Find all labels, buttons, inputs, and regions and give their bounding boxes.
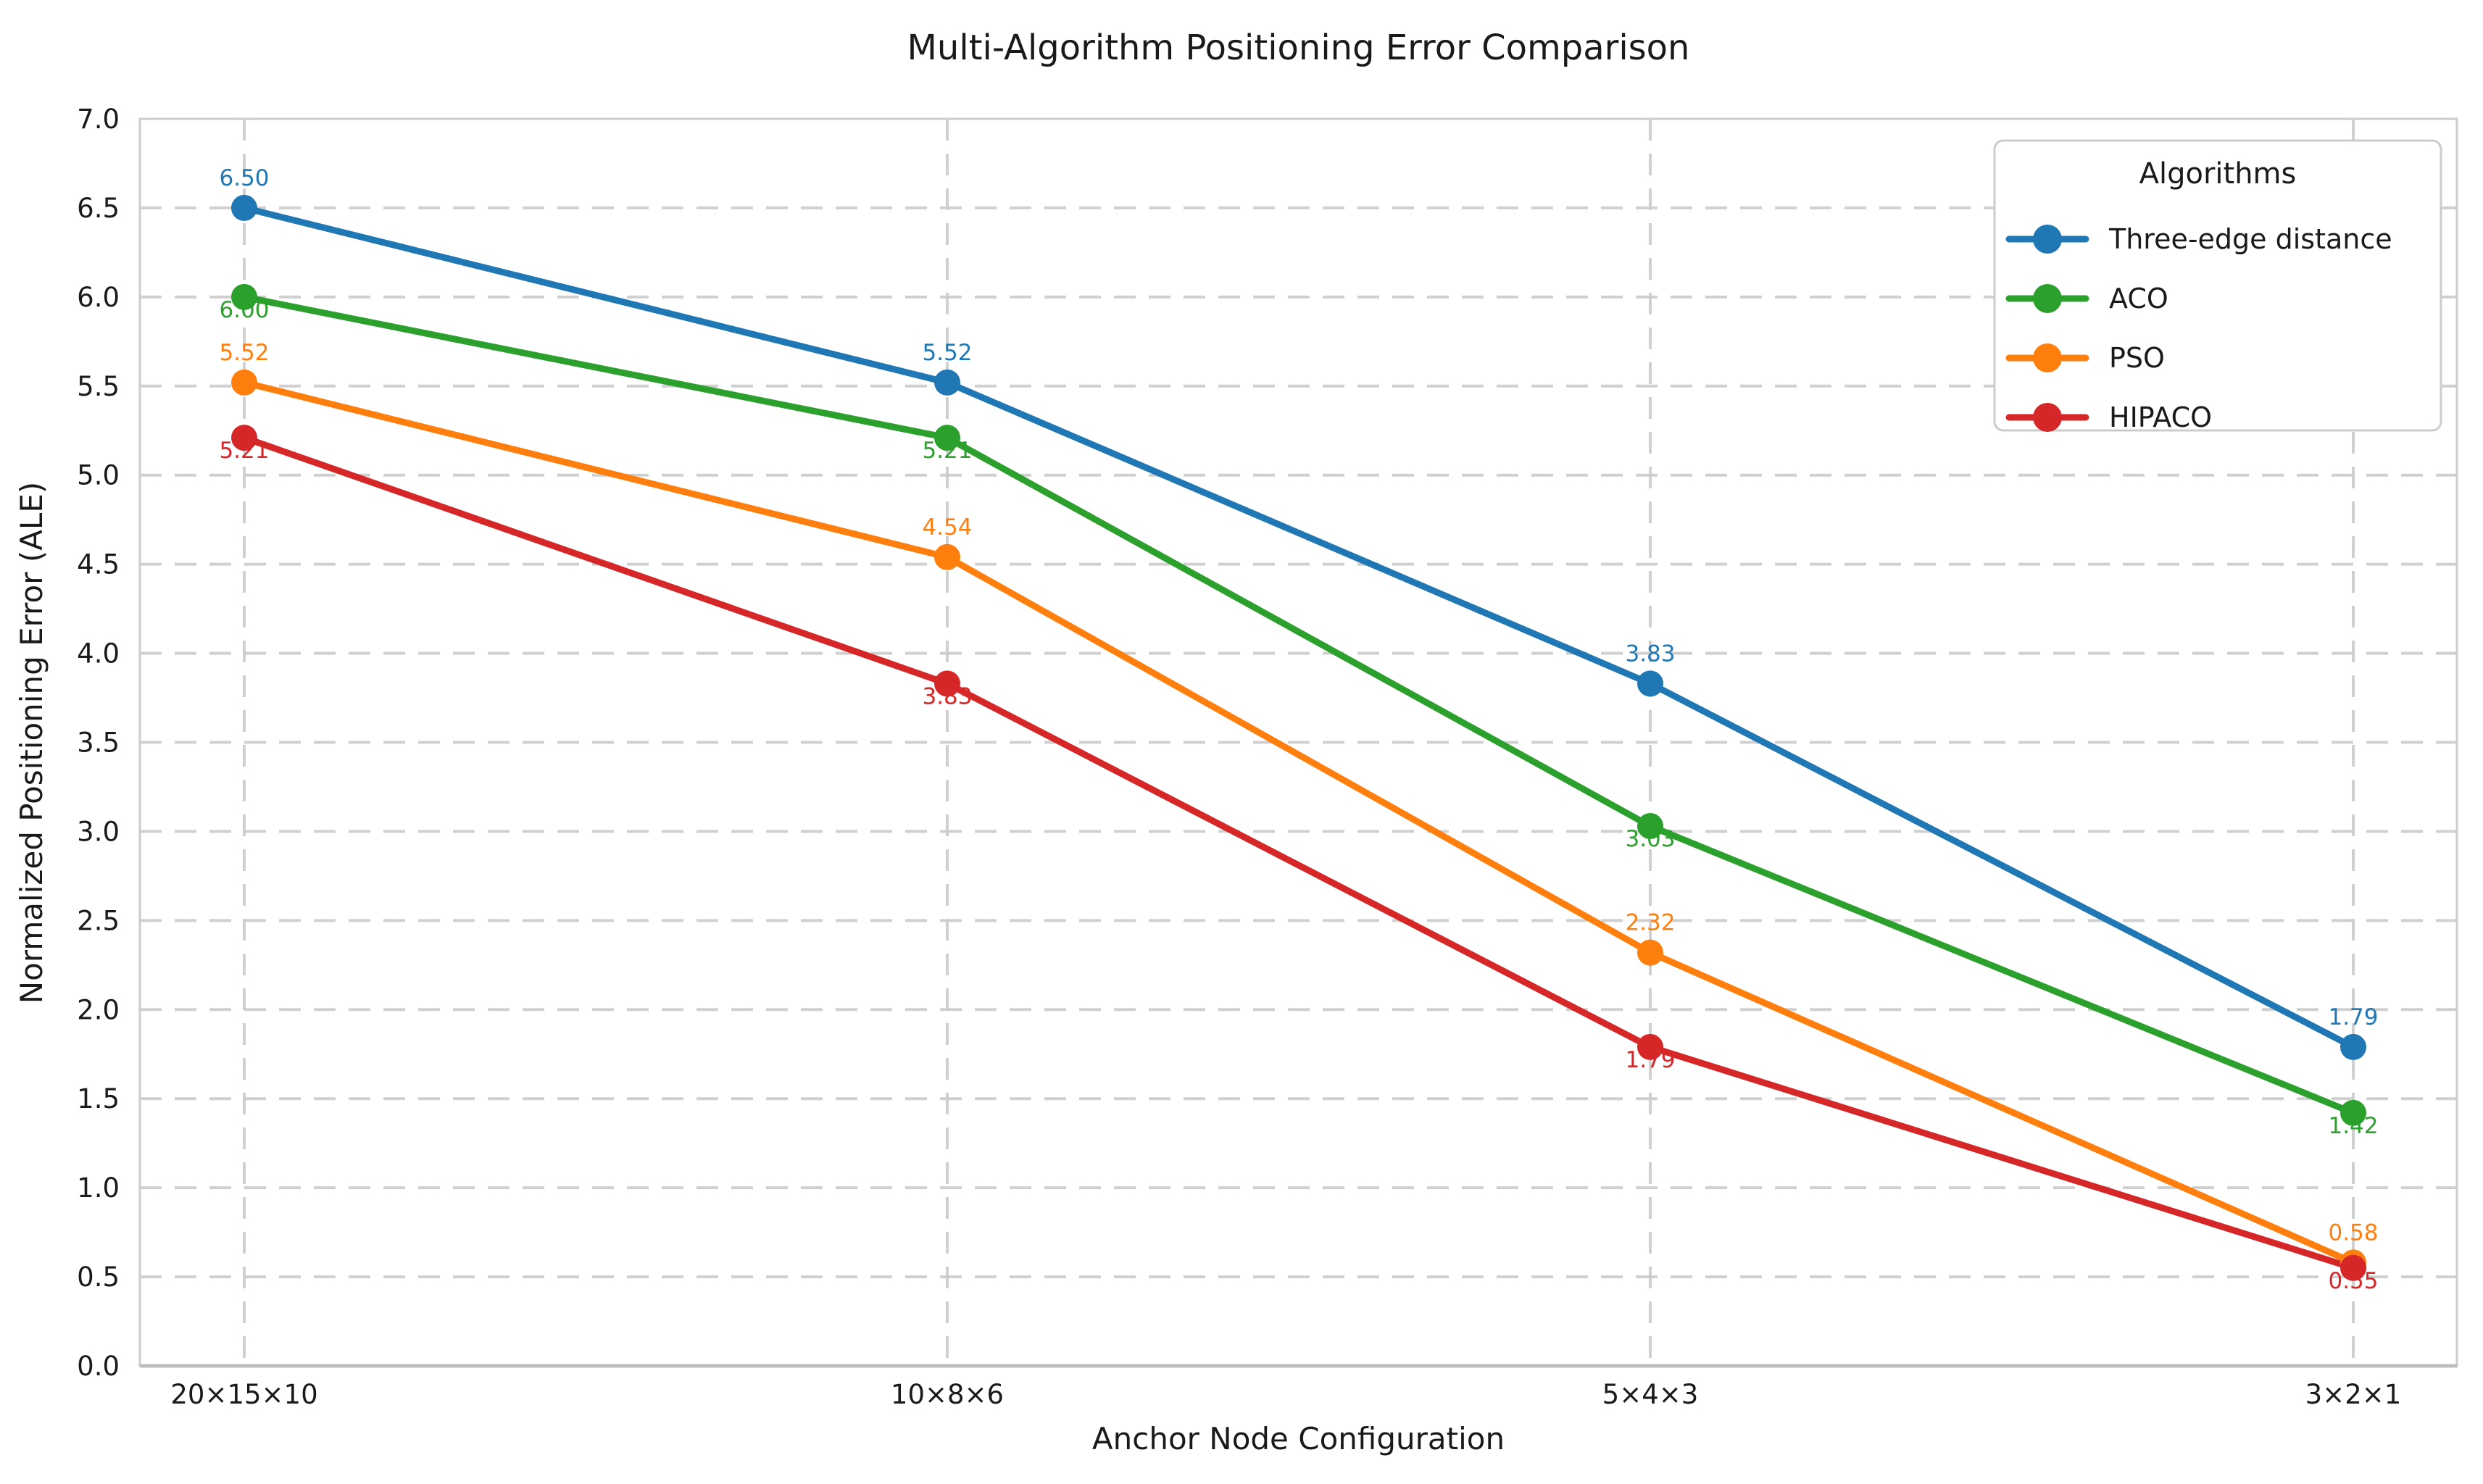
x-tick-label-3: 3×2×1 [2305,1379,2402,1410]
data-point-0-3 [2340,1033,2366,1060]
legend-marker-3 [2033,403,2062,432]
legend-item-label-0: Three-edge distance [2108,223,2392,255]
data-point-label-0-1: 5.52 [922,340,972,366]
data-point-2-0 [231,369,257,396]
data-point-label-2-0: 5.52 [219,340,269,366]
legend-marker-1 [2033,284,2062,313]
legend-marker-2 [2033,343,2062,372]
data-point-2-2 [1637,939,1663,966]
legend-title: Algorithms [2139,157,2297,191]
data-point-1-1 [934,425,960,451]
y-tick-label-6.5: 6.5 [77,193,120,224]
data-point-3-1 [934,670,960,697]
data-point-1-2 [1637,813,1663,840]
data-point-1-0 [231,283,257,310]
y-tick-label-4.0: 4.0 [77,638,120,670]
y-tick-label-5.5: 5.5 [77,371,120,402]
y-tick-label-7.0: 7.0 [77,104,120,135]
data-point-0-0 [231,194,257,221]
legend-item-label-2: PSO [2109,342,2165,374]
y-tick-label-5.0: 5.0 [77,460,120,491]
data-point-3-2 [1637,1033,1663,1060]
legend-item-label-1: ACO [2109,283,2168,314]
x-tick-label-1: 10×8×6 [891,1379,1004,1410]
legend-item-label-3: HIPACO [2109,401,2212,433]
y-axis-label: Normalized Positioning Error (ALE) [14,482,49,1004]
data-point-0-1 [934,369,960,396]
y-tick-label-3.5: 3.5 [77,728,120,759]
data-point-label-0-2: 3.83 [1625,641,1675,667]
series-line-hipaco [241,434,2357,1272]
y-tick-label-1.0: 1.0 [77,1172,120,1204]
y-tick-label-0.5: 0.5 [77,1262,120,1293]
data-point-label-2-2: 2.32 [1625,910,1675,936]
y-tick-label-3.0: 3.0 [77,816,120,847]
data-point-label-0-0: 6.50 [219,165,269,191]
data-point-2-1 [934,543,960,570]
series-line-three-edge-distance [241,204,2357,1051]
legend-marker-0 [2033,225,2062,254]
data-point-label-2-1: 4.54 [922,514,972,541]
legend-box [1993,139,2442,432]
data-point-3-0 [231,425,257,451]
series-line-aco [241,293,2357,1117]
y-tick-label-6.0: 6.0 [77,282,120,313]
data-point-3-3 [2340,1254,2366,1281]
data-point-label-0-3: 1.79 [2328,1004,2378,1030]
series-line-pso [241,379,2357,1266]
x-tick-label-0: 20×15×10 [170,1379,317,1410]
y-tick-label-4.5: 4.5 [77,549,120,580]
y-tick-label-2.5: 2.5 [77,905,120,936]
data-point-label-2-3: 0.58 [2328,1220,2378,1246]
data-point-1-3 [2340,1099,2366,1126]
chart-title: Multi-Algorithm Positioning Error Compar… [907,28,1690,68]
y-tick-label-2.0: 2.0 [77,994,120,1025]
x-axis-label: Anchor Node Configuration [1092,1421,1505,1456]
y-tick-label-1.5: 1.5 [77,1083,120,1114]
y-tick-label-0.0: 0.0 [77,1351,120,1382]
x-tick-label-2: 5×4×3 [1602,1379,1699,1410]
data-point-0-2 [1637,670,1663,697]
